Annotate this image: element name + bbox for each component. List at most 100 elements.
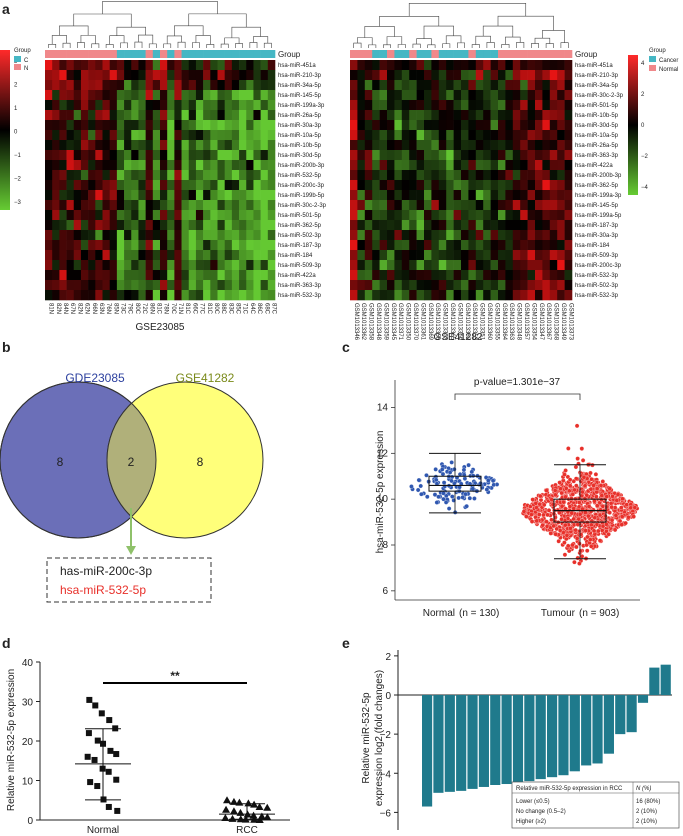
heatmap-cell bbox=[267, 260, 276, 271]
heatmap-cell bbox=[181, 180, 190, 191]
heatmap-cell bbox=[88, 160, 96, 171]
heatmap-cell bbox=[253, 130, 261, 141]
heatmap-cell bbox=[379, 180, 388, 191]
heatmap-cell bbox=[102, 200, 110, 211]
heatmap-cell bbox=[131, 100, 139, 111]
heatmap-cell bbox=[109, 150, 118, 161]
panel-label-d: d bbox=[2, 635, 11, 651]
heatmap-cell bbox=[160, 130, 168, 141]
heatmap-cell bbox=[188, 250, 197, 261]
heatmap-cell bbox=[505, 150, 514, 161]
heatmap-cell bbox=[387, 140, 395, 151]
heatmap-cell bbox=[195, 110, 204, 121]
data-point bbox=[594, 486, 600, 491]
heatmap-cell bbox=[116, 150, 125, 161]
heatmap-cell bbox=[379, 220, 388, 231]
heatmap-cell bbox=[160, 200, 168, 211]
table-row-1-value: 16 (80%) bbox=[636, 799, 660, 805]
heatmap-cell bbox=[217, 70, 225, 81]
heatmap-cell bbox=[401, 130, 410, 141]
heatmap-cell bbox=[138, 130, 146, 141]
heatmap-cell bbox=[542, 210, 551, 221]
color-scale-bar bbox=[0, 50, 10, 210]
heatmap-cell bbox=[387, 190, 395, 201]
heatmap-cell bbox=[52, 230, 60, 241]
data-point bbox=[604, 522, 609, 527]
heatmap-cell bbox=[217, 270, 225, 281]
heatmap-cell bbox=[372, 260, 380, 271]
group-cell bbox=[181, 50, 190, 58]
heatmap-cell bbox=[88, 190, 96, 201]
heatmap-cell bbox=[124, 130, 132, 141]
data-point bbox=[571, 506, 576, 511]
heatmap-cell bbox=[231, 210, 240, 221]
row-label: hsa-miR-199a-3p bbox=[575, 193, 622, 199]
heatmap-cell bbox=[203, 120, 211, 131]
data-point bbox=[579, 446, 585, 451]
heatmap-cell bbox=[468, 140, 477, 151]
data-point bbox=[615, 492, 621, 497]
heatmap-cell bbox=[73, 270, 82, 281]
group-cell bbox=[401, 50, 410, 58]
heatmap-cell bbox=[224, 200, 233, 211]
data-point-normal bbox=[91, 756, 98, 763]
heatmap-cell bbox=[224, 140, 233, 151]
heatmap-cell bbox=[260, 100, 269, 111]
heatmap-cell bbox=[88, 130, 96, 141]
heatmap-cell bbox=[52, 60, 60, 71]
heatmap-cell bbox=[431, 70, 440, 81]
heatmap-cell bbox=[231, 240, 240, 251]
heatmap-cell bbox=[45, 270, 53, 281]
heatmap-cell bbox=[217, 210, 225, 221]
heatmap-cell bbox=[73, 280, 82, 291]
heatmap-cell bbox=[66, 140, 75, 151]
heatmap-cell bbox=[188, 220, 197, 231]
data-point bbox=[533, 501, 539, 506]
heatmap-cell bbox=[475, 190, 484, 201]
heatmap-cell bbox=[483, 220, 491, 231]
heatmap-cell bbox=[416, 200, 425, 211]
heatmap-cell bbox=[557, 160, 565, 171]
legend-title: Group bbox=[649, 48, 666, 54]
heatmap-cell bbox=[181, 210, 190, 221]
heatmap-cell bbox=[461, 90, 469, 101]
heatmap-cell bbox=[124, 80, 132, 91]
heatmap-cell bbox=[431, 140, 440, 151]
heatmap-cell bbox=[416, 170, 425, 181]
y-tick-label: 14 bbox=[377, 403, 389, 414]
row-label: hsa-miR-451a bbox=[575, 63, 613, 69]
group-title: Group bbox=[278, 50, 301, 59]
column-labels: GSM1013346 GSM1013362 GSM1013358 GSM1013348… bbox=[353, 303, 574, 341]
heatmap-cell bbox=[364, 220, 373, 231]
heatmap-cell bbox=[124, 280, 132, 291]
heatmap-cell bbox=[145, 100, 154, 111]
heatmap-cell bbox=[203, 170, 211, 181]
heatmap-cell bbox=[379, 90, 388, 101]
data-point-normal bbox=[106, 717, 113, 724]
heatmap-cell bbox=[145, 120, 154, 131]
heatmap-cell bbox=[387, 100, 395, 111]
heatmap-cell bbox=[424, 140, 432, 151]
heatmap-cell bbox=[461, 280, 469, 291]
heatmap-cell bbox=[160, 120, 168, 131]
heatmap-cell bbox=[80, 110, 89, 121]
heatmap-cell bbox=[59, 110, 67, 121]
heatmap-cell bbox=[239, 250, 247, 261]
heatmap-cell bbox=[195, 130, 204, 141]
heatmap-cell bbox=[52, 260, 60, 271]
heatmap-cell bbox=[80, 100, 89, 111]
heatmap-cell bbox=[505, 200, 514, 211]
heatmap-cell bbox=[357, 90, 366, 101]
heatmap-cell bbox=[231, 90, 240, 101]
heatmap-cell bbox=[52, 170, 60, 181]
heatmap-cell bbox=[394, 60, 403, 71]
heatmap-cell bbox=[461, 250, 469, 261]
panel-label-a: a bbox=[2, 1, 10, 17]
table-row-2-value: 2 (10%) bbox=[636, 809, 657, 815]
x-label-normal: Normal bbox=[423, 608, 455, 619]
data-point bbox=[579, 554, 585, 559]
heatmap-cell bbox=[246, 290, 254, 301]
heatmap-cell bbox=[231, 140, 240, 151]
heatmap-gse41282: Group hsa-miR-451ahsa-miR-210-3phsa-miR-… bbox=[350, 3, 678, 343]
heatmap-cell bbox=[520, 200, 528, 211]
